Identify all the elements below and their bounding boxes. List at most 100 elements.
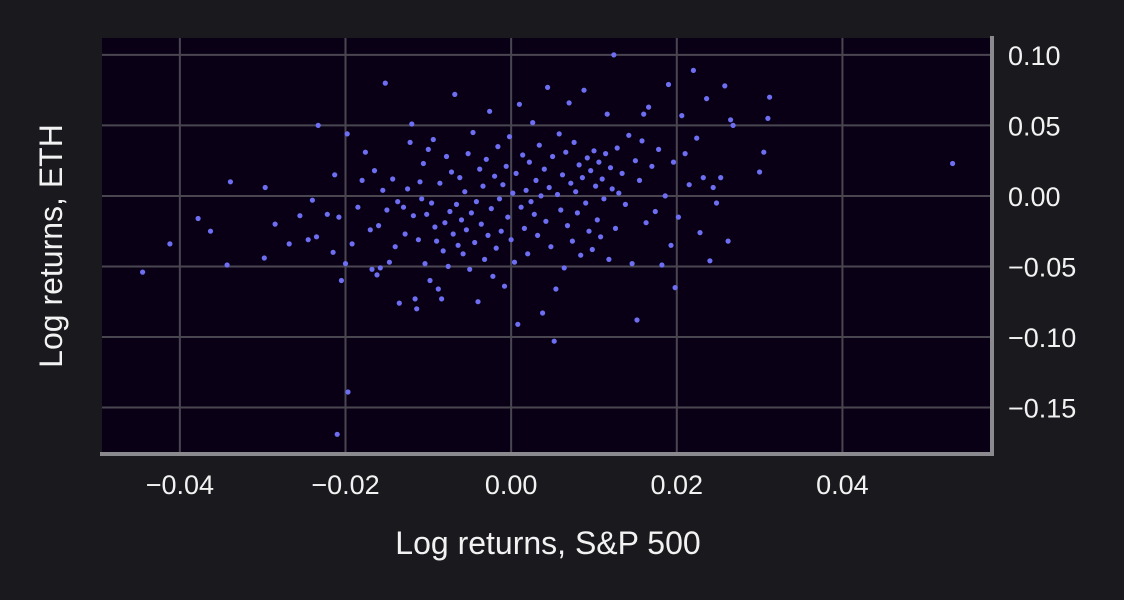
scatter-point [535, 232, 541, 238]
scatter-point [443, 153, 450, 160]
scatter-point [581, 87, 587, 93]
x-tick-label: −0.04 [146, 470, 214, 500]
scatter-point [495, 144, 501, 150]
scatter-point [611, 52, 617, 58]
scatter-point [400, 204, 407, 210]
scatter-point [457, 175, 463, 181]
y-axis-title: Log returns, ETH [33, 124, 69, 368]
scatter-point [482, 256, 488, 262]
scatter-point [668, 242, 674, 248]
scatter-point [518, 204, 524, 210]
scatter-point [525, 251, 531, 257]
scatter-point [355, 204, 361, 210]
scatter-point [501, 283, 508, 289]
scatter-point [665, 81, 672, 88]
scatter-point [342, 261, 349, 267]
scatter-point [493, 245, 499, 251]
scatter-point [589, 246, 595, 253]
scatter-point [546, 184, 552, 191]
scatter-point [420, 160, 426, 167]
scatter-point [568, 180, 574, 186]
scatter-point [520, 152, 526, 158]
scatter-point [639, 138, 645, 144]
scatter-point [392, 244, 398, 250]
scatter-point [422, 261, 428, 267]
x-tick-label: 0.04 [816, 470, 869, 500]
scatter-point [528, 199, 534, 205]
scatter-point [614, 145, 620, 151]
scatter-point [690, 67, 697, 73]
scatter-point [554, 191, 561, 198]
scatter-point [386, 259, 392, 265]
scatter-point [516, 101, 523, 107]
scatter-point [694, 135, 700, 141]
scatter-point [543, 218, 549, 224]
scatter-point [679, 113, 685, 119]
scatter-point [345, 389, 351, 395]
scatter-point [594, 217, 600, 223]
scatter-point [380, 187, 386, 193]
scatter-point [432, 224, 438, 230]
scatter-point [511, 259, 518, 265]
x-axis-title: Log returns, S&P 500 [395, 525, 700, 561]
scatter-point [584, 155, 590, 161]
scatter-point [700, 175, 706, 181]
scatter-point [475, 299, 481, 305]
scatter-point [490, 273, 496, 279]
scatter-point [563, 149, 569, 155]
y-tick-label: −0.10 [1008, 323, 1076, 353]
scatter-point [272, 221, 278, 227]
scatter-point [704, 96, 710, 102]
scatter-point [526, 159, 533, 165]
scatter-point [632, 158, 639, 164]
scatter-point [410, 213, 416, 219]
scatter-point [950, 160, 956, 167]
scatter-point [652, 208, 658, 215]
scatter-point [463, 227, 469, 233]
scatter-point [496, 196, 503, 202]
scatter-point [297, 213, 303, 219]
scatter-point [409, 121, 415, 127]
scatter-point [376, 223, 382, 229]
scatter-point [330, 249, 336, 255]
scatter-point [315, 122, 321, 128]
scatter-point [603, 151, 609, 157]
scatter-point [407, 139, 413, 145]
scatter-point [500, 182, 506, 188]
scatter-point [765, 115, 771, 121]
scatter-point [697, 230, 703, 236]
scatter-point [596, 159, 602, 165]
scatter-point [435, 286, 441, 292]
scatter-point [515, 321, 521, 327]
scatter-point [573, 189, 579, 195]
scatter-point [670, 159, 677, 165]
scatter-point [646, 104, 652, 110]
scatter-point [309, 197, 315, 203]
scatter-point [686, 182, 692, 188]
scatter-point [448, 169, 455, 175]
scatter-point [675, 214, 682, 220]
scatter-point [510, 190, 516, 196]
scatter-point [349, 241, 355, 247]
scatter-point [541, 166, 547, 172]
scatter-point [728, 117, 734, 123]
x-tick-label: 0.00 [485, 470, 538, 500]
scatter-point [508, 237, 514, 243]
scatter-point [344, 131, 350, 137]
scatter-point [622, 201, 629, 207]
scatter-point [445, 263, 451, 269]
scatter-point [419, 196, 425, 202]
scatter-point [477, 166, 483, 172]
scatter-point [521, 225, 528, 231]
scatter-point [324, 211, 330, 217]
scatter-point [662, 193, 668, 199]
scatter-point [369, 266, 375, 272]
scatter-point [531, 211, 537, 217]
scatter-point [722, 83, 728, 89]
scatter-point [503, 163, 509, 169]
scatter-point [540, 310, 546, 316]
scatter-point [305, 237, 311, 243]
y-tick-label: −0.15 [1008, 393, 1076, 423]
scatter-point [429, 200, 435, 206]
scatter-point [606, 256, 612, 262]
